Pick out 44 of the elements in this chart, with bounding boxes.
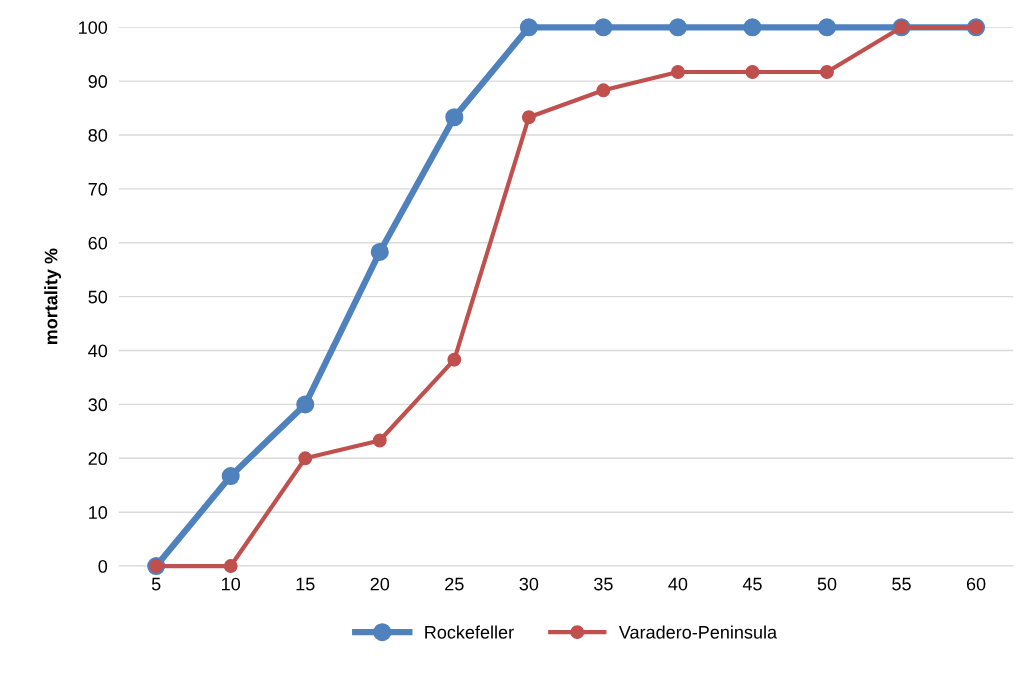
legend-label: Varadero-Peninsula <box>618 625 778 639</box>
point <box>296 395 315 414</box>
point <box>223 559 238 574</box>
x-tick-label: 50 <box>817 577 837 591</box>
point <box>745 65 760 79</box>
point <box>370 242 389 261</box>
point <box>668 18 687 37</box>
y-tick-label: 100 <box>79 21 108 34</box>
point <box>670 65 685 79</box>
x-tick-label: 30 <box>519 577 539 591</box>
y-tick-label: 30 <box>88 398 108 412</box>
x-tick-label: 45 <box>742 577 762 591</box>
point <box>596 83 611 98</box>
point <box>817 18 837 37</box>
point <box>221 467 240 486</box>
point <box>594 18 613 37</box>
point <box>445 108 464 127</box>
y-tick-label: 10 <box>89 506 108 519</box>
x-tick-label: 15 <box>296 577 315 591</box>
x-tick-label: 25 <box>445 577 464 591</box>
x-tick-label: 55 <box>892 577 911 591</box>
x-tick-label: 5 <box>151 577 161 591</box>
x-tick-label: 40 <box>668 577 688 591</box>
point <box>447 352 462 367</box>
x-tick-label: 35 <box>594 577 613 591</box>
point <box>743 18 762 37</box>
y-tick-label: 40 <box>88 344 108 358</box>
x-tick-label: 20 <box>370 577 390 591</box>
x-tick-label: 60 <box>966 577 986 591</box>
point <box>521 110 536 125</box>
y-tick-label: 20 <box>88 452 108 466</box>
y-tick-label: 50 <box>88 290 108 304</box>
y-tick-label: 80 <box>88 128 108 142</box>
y-tick-label: 90 <box>88 75 108 88</box>
point <box>519 18 538 37</box>
y-axis-title: mortality % <box>44 248 62 345</box>
point <box>820 65 834 79</box>
y-tick-label: 70 <box>88 182 108 196</box>
x-tick-label: 10 <box>222 577 241 591</box>
y-tick-label: 60 <box>88 236 108 250</box>
y-tick-label: 0 <box>98 559 108 573</box>
point <box>372 433 387 448</box>
point <box>298 451 313 466</box>
legend-label: Rockefeller <box>425 625 514 639</box>
